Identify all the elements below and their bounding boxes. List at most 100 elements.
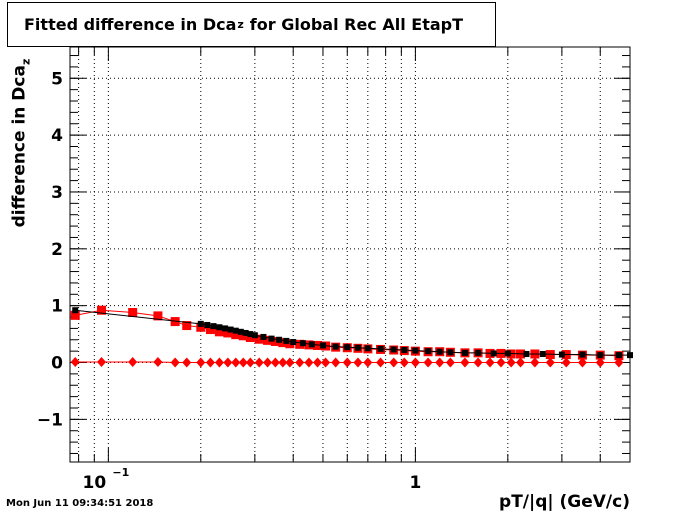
x-tick-label: 10 [83,473,107,493]
data-point-square [97,305,107,315]
grid-lines [70,47,630,462]
data-point-black [319,342,326,349]
y-tick-label: 5 [51,69,63,89]
data-point-square [295,339,305,349]
data-point-diamond [97,356,107,367]
data-point-diamond [70,356,80,367]
data-point-square [196,322,206,332]
data-point-diamond [153,356,163,367]
data-point-black [308,341,315,348]
y-tick-label: 0 [51,354,63,374]
data-point-black [436,348,443,355]
data-point-black [268,335,275,342]
data-point-black [461,349,468,356]
data-point-black [401,347,408,354]
data-point-square [70,310,80,320]
title-rest: for Global Rec All EtapT [249,15,464,34]
data-point-diamond [545,357,555,368]
data-point-black [627,352,633,359]
data-point-black [283,337,290,344]
data-point-diamond [595,357,605,368]
data-point-black [344,344,351,351]
data-point-diamond [561,357,571,368]
data-point-diamond [399,357,409,368]
y-tick-label: 1 [51,297,63,317]
data-point-diamond [496,357,506,368]
data-point-diamond [460,357,470,368]
data-point-diamond [304,357,314,368]
data-point-black [299,340,306,347]
data-point-black [227,326,234,333]
tick-labels: −1 0 1 2 3 4 5 10 −1 1 [37,69,421,493]
data-point-square [245,333,255,342]
y-axis-label: difference in Dcaz [10,59,33,228]
data-point-diamond [363,357,373,368]
data-point-square [270,336,280,346]
data-point-diamond [254,357,264,368]
data-point-black [425,348,432,355]
frame [69,46,631,463]
data-point-diamond [445,357,455,368]
data-point-black [204,321,211,328]
data-point-diamond [353,357,363,368]
data-point-diamond [331,357,341,368]
y-tick-label: 3 [51,183,63,203]
data-point-black [332,343,339,350]
data-point-square [128,307,138,317]
data-point-black [222,325,229,332]
data-point-diamond [313,357,323,368]
y-tick-label: 4 [51,126,63,146]
y-tick-label: 2 [51,240,63,260]
data-point-square [170,317,180,327]
data-point-diamond [516,357,526,368]
data-point-diamond [614,357,624,368]
data-point-square [278,338,288,348]
data-point-black [475,349,482,356]
data-point-square [285,339,295,349]
data-point-black [504,350,511,357]
data-point-black [597,352,604,359]
data-point-diamond [321,357,331,368]
data-point-diamond [270,357,280,368]
data-point-black [72,307,79,314]
data-point-diamond [285,357,295,368]
data-point-diamond [506,357,516,368]
data-point-square [182,321,192,331]
axis-ticks [70,47,630,462]
data-point-black [247,331,254,338]
data-point-black [276,336,283,343]
data-point-black [377,345,384,352]
data-point-diamond [389,357,399,368]
data-point-black [210,323,217,330]
data-point-square [153,311,163,321]
data-point-black [232,327,239,334]
data-point-black [216,324,223,331]
data-point-diamond [182,357,192,368]
data-point-diamond [245,357,255,368]
data-point-black [260,333,267,340]
y-tick-label: −1 [37,410,63,430]
data-point-diamond [263,357,273,368]
data-point-diamond [170,357,180,368]
data-point-black [412,347,419,354]
data-point-diamond [435,357,445,368]
x-tick-label-exponent: −1 [112,466,129,479]
data-point-diamond [223,357,233,368]
data-point-black [390,346,397,353]
data-point-black [523,350,530,357]
data-point-black [197,320,204,327]
data-point-square [263,335,273,345]
data-point-black [364,345,371,352]
data-point-diamond [473,357,483,368]
data-point-diamond [231,357,241,368]
data-point-square [254,334,264,344]
x-axis-label: pT/|q| (GeV/c) [499,492,630,512]
title-sub: z [237,18,244,31]
data-point-black [237,328,244,335]
data-point-black [579,351,586,358]
data-point-black [354,344,361,351]
data-point-square [214,327,224,337]
data-series [70,305,633,368]
data-point-diamond [278,357,288,368]
